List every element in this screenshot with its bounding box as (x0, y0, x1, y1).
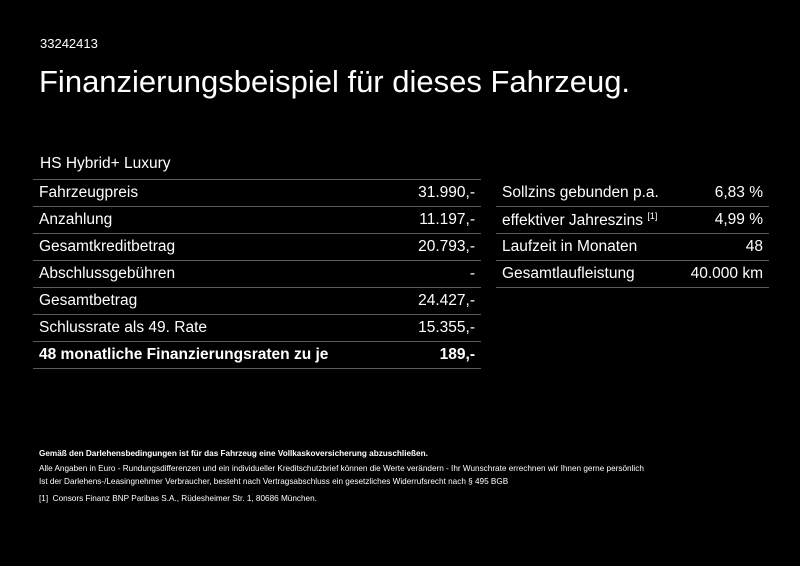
table-row: Abschlussgebühren - (33, 260, 481, 288)
terms-table: Sollzins gebunden p.a. 6,83 % effektiver … (496, 180, 769, 288)
disclaimer-line-2: Ist der Darlehens-/Leasingnehmer Verbrau… (39, 477, 509, 486)
footnote: [1] Consors Finanz BNP Paribas S.A., Rüd… (39, 492, 779, 505)
monthly-rate-row: 48 monatliche Finanzierungsraten zu je 18… (33, 341, 481, 369)
row-label: Schlussrate als 49. Rate (33, 314, 398, 342)
table-row: Gesamtbetrag 24.427,- (33, 287, 481, 315)
model-name: HS Hybrid+ Luxury (40, 155, 171, 172)
row-value: 6,83 % (678, 180, 769, 207)
table-row: Laufzeit in Monaten 48 (496, 233, 769, 261)
row-label: Sollzins gebunden p.a. (496, 180, 679, 207)
row-label: Gesamtbetrag (33, 287, 398, 315)
row-label: Laufzeit in Monaten (496, 233, 679, 261)
row-label: 48 monatliche Finanzierungsraten zu je (33, 341, 398, 369)
row-value: 48 (678, 233, 769, 261)
row-value: 20.793,- (397, 233, 481, 261)
table-row: effektiver Jahreszins [1] 4,99 % (496, 206, 769, 234)
insurance-note: Gemäß den Darlehensbedingungen ist für d… (39, 449, 428, 458)
row-value: 11.197,- (397, 206, 481, 234)
table-row: Anzahlung 11.197,- (33, 206, 481, 234)
reference-id: 33242413 (40, 36, 98, 51)
row-value: 4,99 % (678, 206, 769, 234)
label-text: effektiver Jahreszins (502, 211, 643, 229)
row-value: - (397, 260, 481, 288)
footnote-marker: [1] (647, 210, 658, 221)
row-label: Gesamtlaufleistung (496, 260, 679, 288)
page-title: Finanzierungsbeispiel für dieses Fahrzeu… (39, 64, 631, 99)
table-row: Fahrzeugpreis 31.990,- (33, 179, 481, 207)
table-row: Sollzins gebunden p.a. 6,83 % (496, 180, 769, 207)
row-label: Anzahlung (33, 206, 398, 234)
footnote-marker: [1] (39, 494, 49, 503)
disclaimer-line-1: Alle Angaben in Euro - Rundungsdifferenz… (39, 464, 644, 473)
table-row: Schlussrate als 49. Rate 15.355,- (33, 314, 481, 342)
financing-table: Fahrzeugpreis 31.990,- Anzahlung 11.197,- … (33, 179, 481, 369)
footnote-text: Consors Finanz BNP Paribas S.A., Rüdeshe… (52, 494, 317, 503)
row-value: 189,- (397, 341, 481, 369)
row-label: effektiver Jahreszins [1] (496, 206, 679, 234)
row-value: 15.355,- (397, 314, 481, 342)
row-value: 31.990,- (397, 179, 481, 207)
table-row: Gesamtlaufleistung 40.000 km (496, 260, 769, 288)
row-label: Abschlussgebühren (33, 260, 398, 288)
row-value: 24.427,- (397, 287, 481, 315)
row-value: 40.000 km (678, 260, 769, 288)
row-label: Gesamtkreditbetrag (33, 233, 398, 261)
table-row: Gesamtkreditbetrag 20.793,- (33, 233, 481, 261)
row-label: Fahrzeugpreis (33, 179, 398, 207)
legal-footer: Gemäß den Darlehensbedingungen ist für d… (39, 447, 779, 505)
